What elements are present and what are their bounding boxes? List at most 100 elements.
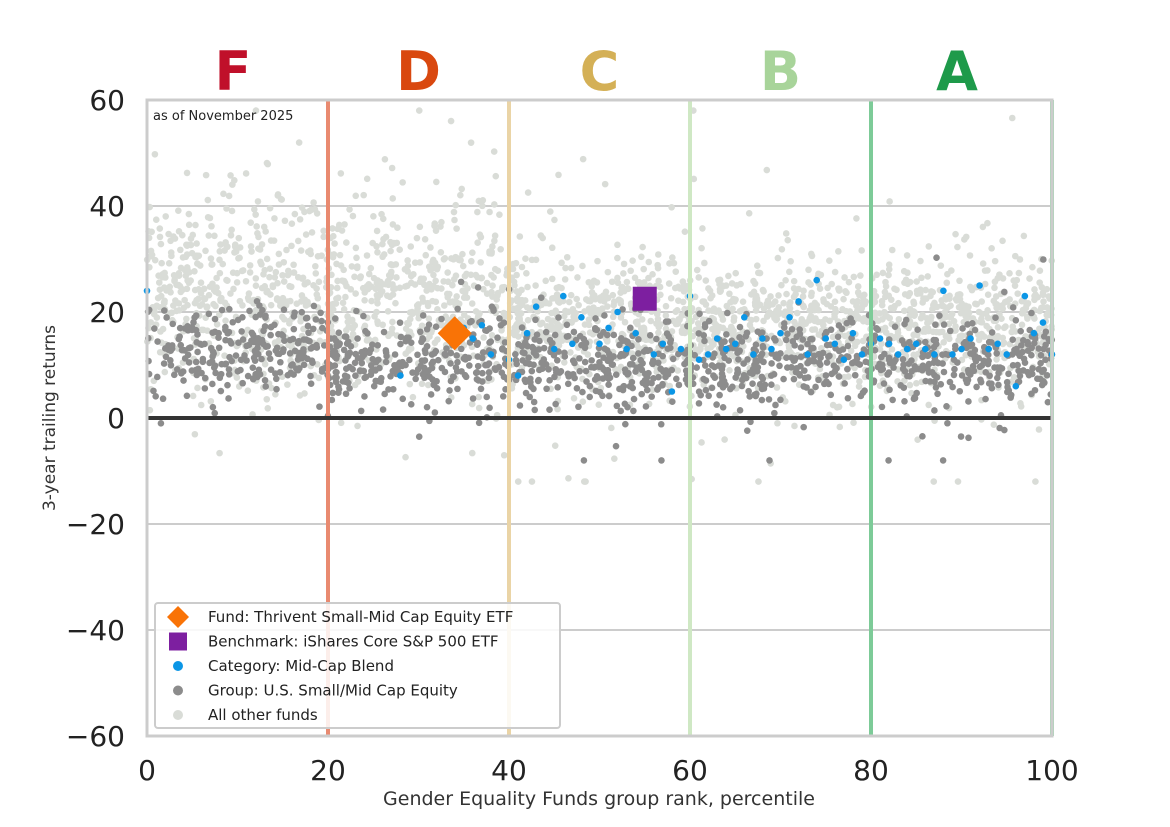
group-fund-point — [700, 375, 707, 383]
group-fund-point — [605, 381, 612, 388]
other-fund-point — [407, 272, 415, 280]
group-fund-point — [532, 351, 540, 359]
other-fund-point — [268, 384, 275, 392]
group-fund-point — [743, 427, 751, 434]
other-fund-point — [624, 284, 631, 292]
other-fund-point — [1011, 282, 1019, 289]
other-fund-point — [227, 172, 234, 179]
group-fund-point — [209, 348, 217, 356]
other-fund-point — [433, 178, 440, 186]
group-fund-point — [266, 355, 274, 363]
group-fund-point — [835, 373, 843, 380]
group-fund-point — [750, 346, 758, 353]
group-fund-point — [653, 335, 660, 343]
y-tick-label: −60 — [66, 720, 125, 753]
other-fund-point — [429, 256, 437, 264]
group-fund-point — [922, 377, 929, 385]
other-fund-point — [489, 282, 496, 290]
group-fund-point — [977, 378, 985, 386]
other-fund-point — [836, 423, 844, 431]
other-fund-point — [263, 255, 271, 263]
other-fund-point — [655, 329, 662, 336]
other-fund-point — [654, 251, 662, 258]
other-fund-point — [679, 278, 687, 285]
group-fund-point — [899, 355, 907, 363]
group-fund-point — [664, 345, 672, 352]
other-fund-point — [925, 243, 933, 250]
group-fund-point — [261, 323, 269, 330]
group-fund-point — [521, 376, 529, 384]
group-fund-point — [360, 367, 368, 375]
other-fund-point — [842, 287, 849, 295]
other-fund-point — [570, 395, 578, 402]
other-fund-point — [698, 244, 705, 252]
x-tick-label: 0 — [138, 754, 156, 787]
group-fund-point — [342, 365, 350, 373]
other-fund-point — [480, 285, 487, 293]
group-fund-point — [900, 340, 908, 348]
group-fund-point — [483, 393, 491, 401]
group-fund-point — [291, 309, 298, 316]
other-fund-point — [775, 304, 783, 311]
other-fund-point — [791, 422, 798, 430]
group-fund-point — [474, 353, 482, 360]
group-fund-point — [812, 383, 819, 391]
group-fund-point — [418, 338, 425, 346]
group-fund-point — [563, 333, 571, 340]
other-fund-point — [760, 317, 767, 325]
group-fund-point — [332, 378, 340, 386]
other-fund-point — [832, 308, 840, 316]
other-fund-point — [672, 308, 680, 316]
other-fund-point — [966, 252, 974, 259]
group-fund-point — [925, 351, 932, 359]
other-fund-point — [342, 293, 349, 301]
group-fund-point — [229, 318, 237, 326]
other-fund-point — [682, 284, 690, 292]
other-fund-point — [849, 298, 857, 305]
group-fund-point — [996, 424, 1003, 432]
group-fund-point — [823, 359, 831, 366]
other-fund-point — [475, 404, 483, 412]
group-fund-point — [701, 337, 708, 345]
group-fund-point — [211, 328, 219, 336]
group-fund-point — [474, 339, 482, 347]
other-fund-point — [906, 381, 914, 389]
group-fund-point — [828, 370, 836, 378]
group-fund-point — [936, 312, 943, 319]
other-fund-point — [330, 251, 338, 258]
group-fund-point — [629, 354, 637, 362]
other-fund-point — [480, 334, 487, 341]
other-fund-point — [168, 309, 176, 317]
group-fund-point — [249, 331, 257, 338]
other-fund-point — [449, 298, 457, 305]
group-fund-point — [485, 374, 493, 382]
group-fund-point — [290, 325, 298, 333]
other-fund-point — [205, 291, 213, 299]
other-fund-point — [269, 283, 277, 291]
other-fund-point — [614, 254, 621, 262]
group-fund-point — [780, 320, 788, 327]
other-fund-point — [746, 321, 754, 329]
group-fund-point — [249, 364, 257, 371]
group-fund-point — [1028, 390, 1035, 398]
other-fund-point — [800, 287, 807, 295]
group-fund-point — [1042, 328, 1050, 336]
group-fund-point — [942, 350, 950, 358]
other-fund-point — [753, 295, 761, 302]
other-fund-point — [361, 297, 368, 304]
other-fund-point — [753, 262, 761, 269]
other-fund-point — [404, 257, 411, 264]
other-fund-point — [272, 390, 279, 398]
group-fund-point — [1009, 304, 1017, 311]
y-tick-label: 20 — [89, 296, 125, 329]
other-fund-point — [491, 265, 499, 273]
other-fund-point — [667, 294, 675, 302]
other-fund-point — [972, 300, 979, 308]
group-fund-point — [573, 384, 581, 392]
other-fund-point — [256, 246, 264, 253]
group-fund-point — [346, 349, 354, 357]
other-fund-point — [801, 320, 808, 328]
group-fund-point — [407, 339, 415, 346]
group-fund-point — [244, 372, 252, 380]
group-fund-point — [492, 366, 500, 374]
